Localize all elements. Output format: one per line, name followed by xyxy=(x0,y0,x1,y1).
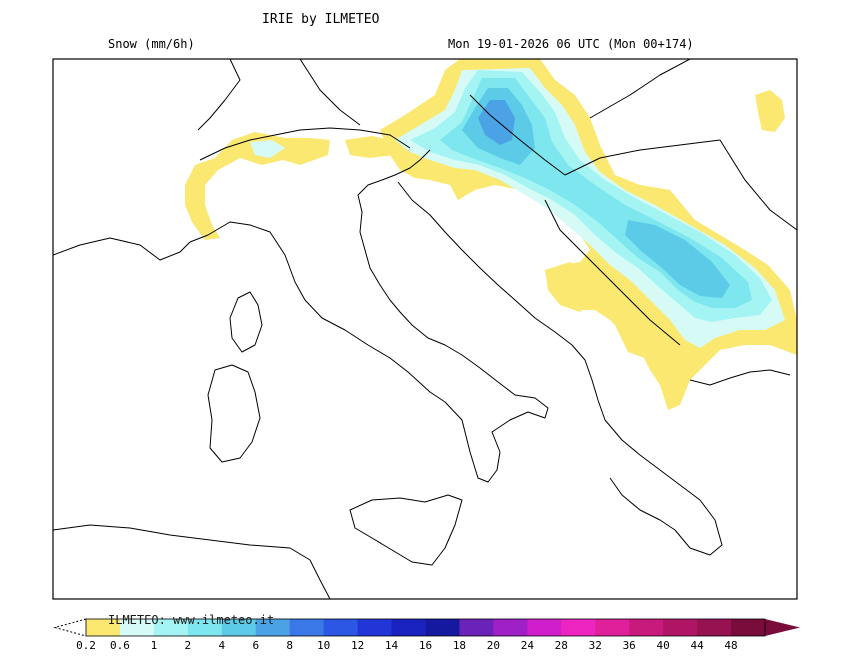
colorbar-swatch xyxy=(86,619,121,636)
italy-coastline xyxy=(189,149,549,483)
colorbar-swatch xyxy=(187,619,223,636)
border-g xyxy=(299,59,361,126)
colorbar-swatch xyxy=(663,619,698,636)
greece-coastline xyxy=(604,419,723,556)
colorbar-swatch xyxy=(527,619,562,636)
colorbar-swatch xyxy=(561,619,596,636)
colorbar-swatch xyxy=(425,619,460,636)
colorbar-tick-label: 8 xyxy=(286,639,293,652)
colorbar-tick-label: 10 xyxy=(317,639,330,652)
colorbar-tick-label: 28 xyxy=(555,639,568,652)
variable-label: Snow (mm/6h) xyxy=(108,37,195,51)
colorbar-tick-label: 1 xyxy=(151,639,158,652)
colorbar-tick-label: 14 xyxy=(385,639,399,652)
colorbar-tick-label: 20 xyxy=(487,639,500,652)
colorbar-swatch xyxy=(357,619,393,636)
colorbar-swatch xyxy=(391,619,426,636)
colorbar-tick-label: 12 xyxy=(351,639,364,652)
sardinia-coastline xyxy=(207,364,261,463)
colorbar-swatch xyxy=(493,619,528,636)
colorbar-border xyxy=(85,618,766,637)
colorbar-tick-label: 6 xyxy=(252,639,259,652)
colorbar-tick-label: 44 xyxy=(690,639,704,652)
aegean-coast xyxy=(689,369,791,386)
snow-contour-4-balkans-south xyxy=(625,220,730,298)
alps-border xyxy=(199,127,411,161)
map-frame xyxy=(52,58,798,600)
colorbar-swatch xyxy=(323,619,359,636)
snow-contour-0.2-croatia-coast xyxy=(545,262,598,312)
colorbar-swatch xyxy=(289,619,325,636)
snow-contour-0.2-albania xyxy=(615,318,665,360)
colorbar-tick-label: 18 xyxy=(453,639,466,652)
colorbar-tick-label: 2 xyxy=(185,639,192,652)
colorbar-swatch xyxy=(697,619,732,636)
colorbar-left-extension xyxy=(53,618,87,637)
border-c xyxy=(544,199,681,346)
border-d xyxy=(589,59,691,119)
border-a xyxy=(469,94,566,176)
colorbar-swatch xyxy=(119,619,155,636)
colorbar-swatch xyxy=(255,619,291,636)
colorbar-tick-label: 40 xyxy=(657,639,670,652)
france-coast xyxy=(53,237,191,261)
colorbar-swatch xyxy=(459,619,494,636)
map-title: IRIE by ILMETEO xyxy=(262,12,380,27)
colorbar-swatch xyxy=(221,619,257,636)
colorbar-swatch xyxy=(153,619,189,636)
border-f xyxy=(197,59,241,131)
colorbar-tick-label: 4 xyxy=(218,639,225,652)
snow-contour-0.2-ukraine xyxy=(755,90,785,132)
snow-contour-0.2-alps xyxy=(185,132,330,240)
colorbar-swatch xyxy=(731,619,766,636)
colorbar-tick-label: 0.2 xyxy=(76,639,96,652)
colorbar-swatch xyxy=(595,619,630,636)
border-b xyxy=(564,139,721,176)
north-africa-coast xyxy=(53,524,331,599)
colorbar-swatch xyxy=(629,619,664,636)
colorbar-tick-label: 32 xyxy=(589,639,602,652)
adriatic-east-coast xyxy=(397,181,606,421)
snow-contour-0.6-alps xyxy=(250,140,285,158)
valid-time-label: Mon 19-01-2026 06 UTC (Mon 00+174) xyxy=(448,37,694,51)
snow-contour-6-balkans xyxy=(478,100,515,145)
snow-contour-0.2-alps-east xyxy=(345,136,395,158)
sicily-coastline xyxy=(349,494,463,566)
colorbar-tick-label: 24 xyxy=(521,639,535,652)
border-e xyxy=(719,139,797,231)
colorbar-right-extension xyxy=(765,619,800,636)
snow-field xyxy=(185,59,797,410)
colorbar: 0.2 0.6 1 2 4 6 8 10 12 14 16 18 20 24 28 32 36 40 44 48 xyxy=(53,618,800,652)
corsica-coastline xyxy=(229,291,263,353)
colorbar-tick-label: 16 xyxy=(419,639,432,652)
watermark: ILMETEO: www.ilmeteo.it xyxy=(108,613,275,627)
coastlines xyxy=(53,59,797,599)
colorbar-tick-label: 48 xyxy=(724,639,737,652)
colorbar-tick-label: 36 xyxy=(623,639,636,652)
colorbar-tick-label: 0.6 xyxy=(110,639,130,652)
